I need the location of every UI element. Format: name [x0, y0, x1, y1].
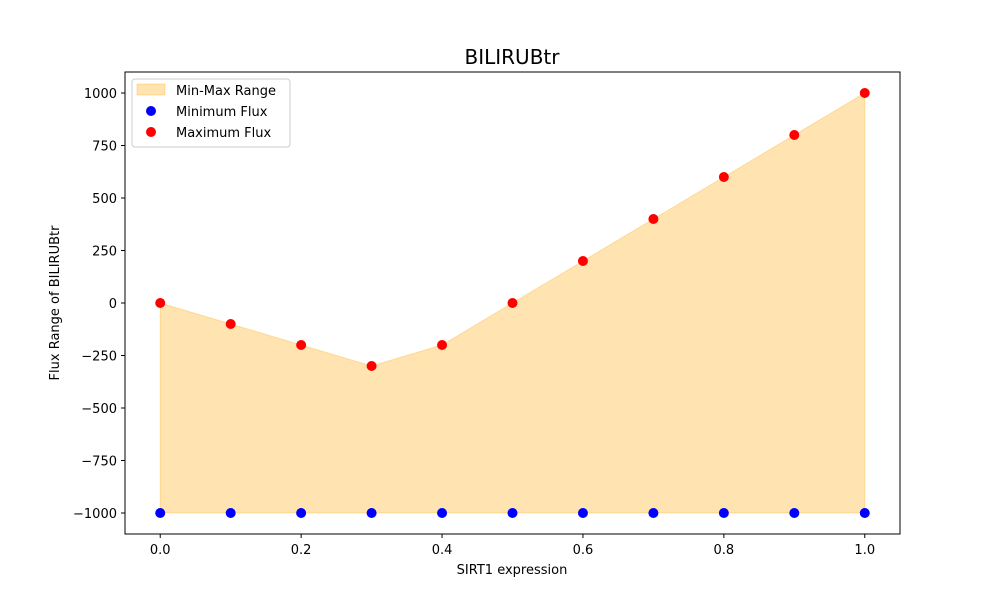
- x-tick-label: 1.0: [854, 543, 875, 558]
- x-axis-label: SIRT1 expression: [457, 563, 568, 578]
- minimum-flux-point: [225, 508, 236, 518]
- maximum-flux-point: [225, 319, 236, 329]
- legend-marker-maximum-flux: [146, 127, 156, 137]
- minimum-flux-point: [859, 508, 870, 518]
- y-tick-label: −500: [81, 402, 117, 417]
- minimum-flux-point: [155, 508, 166, 518]
- legend: Min-Max Range Minimum Flux Maximum Flux: [131, 78, 291, 148]
- minimum-flux-point: [366, 508, 377, 518]
- legend-label-maximum-flux: Maximum Flux: [176, 126, 272, 141]
- y-tick-label: −1000: [73, 507, 117, 522]
- maximum-flux-point: [718, 172, 729, 182]
- maximum-flux-point: [789, 130, 800, 140]
- plot-area: [155, 88, 870, 518]
- chart-title: BILIRUBtr: [465, 45, 561, 69]
- x-tick-label: 0.0: [150, 543, 171, 558]
- legend-box: [131, 78, 291, 148]
- y-tick-label: 500: [92, 192, 117, 207]
- maximum-flux-point: [296, 340, 307, 350]
- maximum-flux-point: [155, 298, 166, 308]
- maximum-flux-point: [577, 256, 588, 266]
- minimum-flux-point: [718, 508, 729, 518]
- y-tick-label: −250: [81, 350, 117, 365]
- legend-label-min-max-range: Min-Max Range: [176, 84, 276, 99]
- x-tick-label: 0.4: [432, 543, 453, 558]
- y-tick-label: 750: [92, 140, 117, 155]
- legend-swatch-min-max-range: [136, 83, 166, 96]
- legend-marker-minimum-flux: [146, 106, 156, 116]
- minimum-flux-point: [437, 508, 448, 518]
- y-tick-label: 250: [92, 245, 117, 260]
- y-axis-label: Flux Range of BILIRUBtr: [48, 225, 63, 381]
- minimum-flux-point: [648, 508, 659, 518]
- y-tick-label: 0: [109, 297, 117, 312]
- legend-label-minimum-flux: Minimum Flux: [176, 105, 268, 120]
- maximum-flux-point: [859, 88, 870, 98]
- maximum-flux-point: [648, 214, 659, 224]
- y-tick-label: 1000: [84, 87, 117, 102]
- minimum-flux-point: [577, 508, 588, 518]
- x-tick-label: 0.6: [573, 543, 594, 558]
- y-axis: −1000 −750 −500 −250 0 250 500 750 1000: [73, 87, 125, 522]
- x-tick-label: 0.2: [291, 543, 312, 558]
- maximum-flux-point: [507, 298, 518, 308]
- x-tick-label: 0.8: [714, 543, 735, 558]
- y-tick-label: −750: [81, 455, 117, 470]
- minimum-flux-point: [296, 508, 307, 518]
- x-axis: 0.0 0.2 0.4 0.6 0.8 1.0: [150, 534, 875, 558]
- minimum-flux-point: [507, 508, 518, 518]
- maximum-flux-point: [366, 361, 377, 371]
- maximum-flux-point: [437, 340, 448, 350]
- minimum-flux-point: [789, 508, 800, 518]
